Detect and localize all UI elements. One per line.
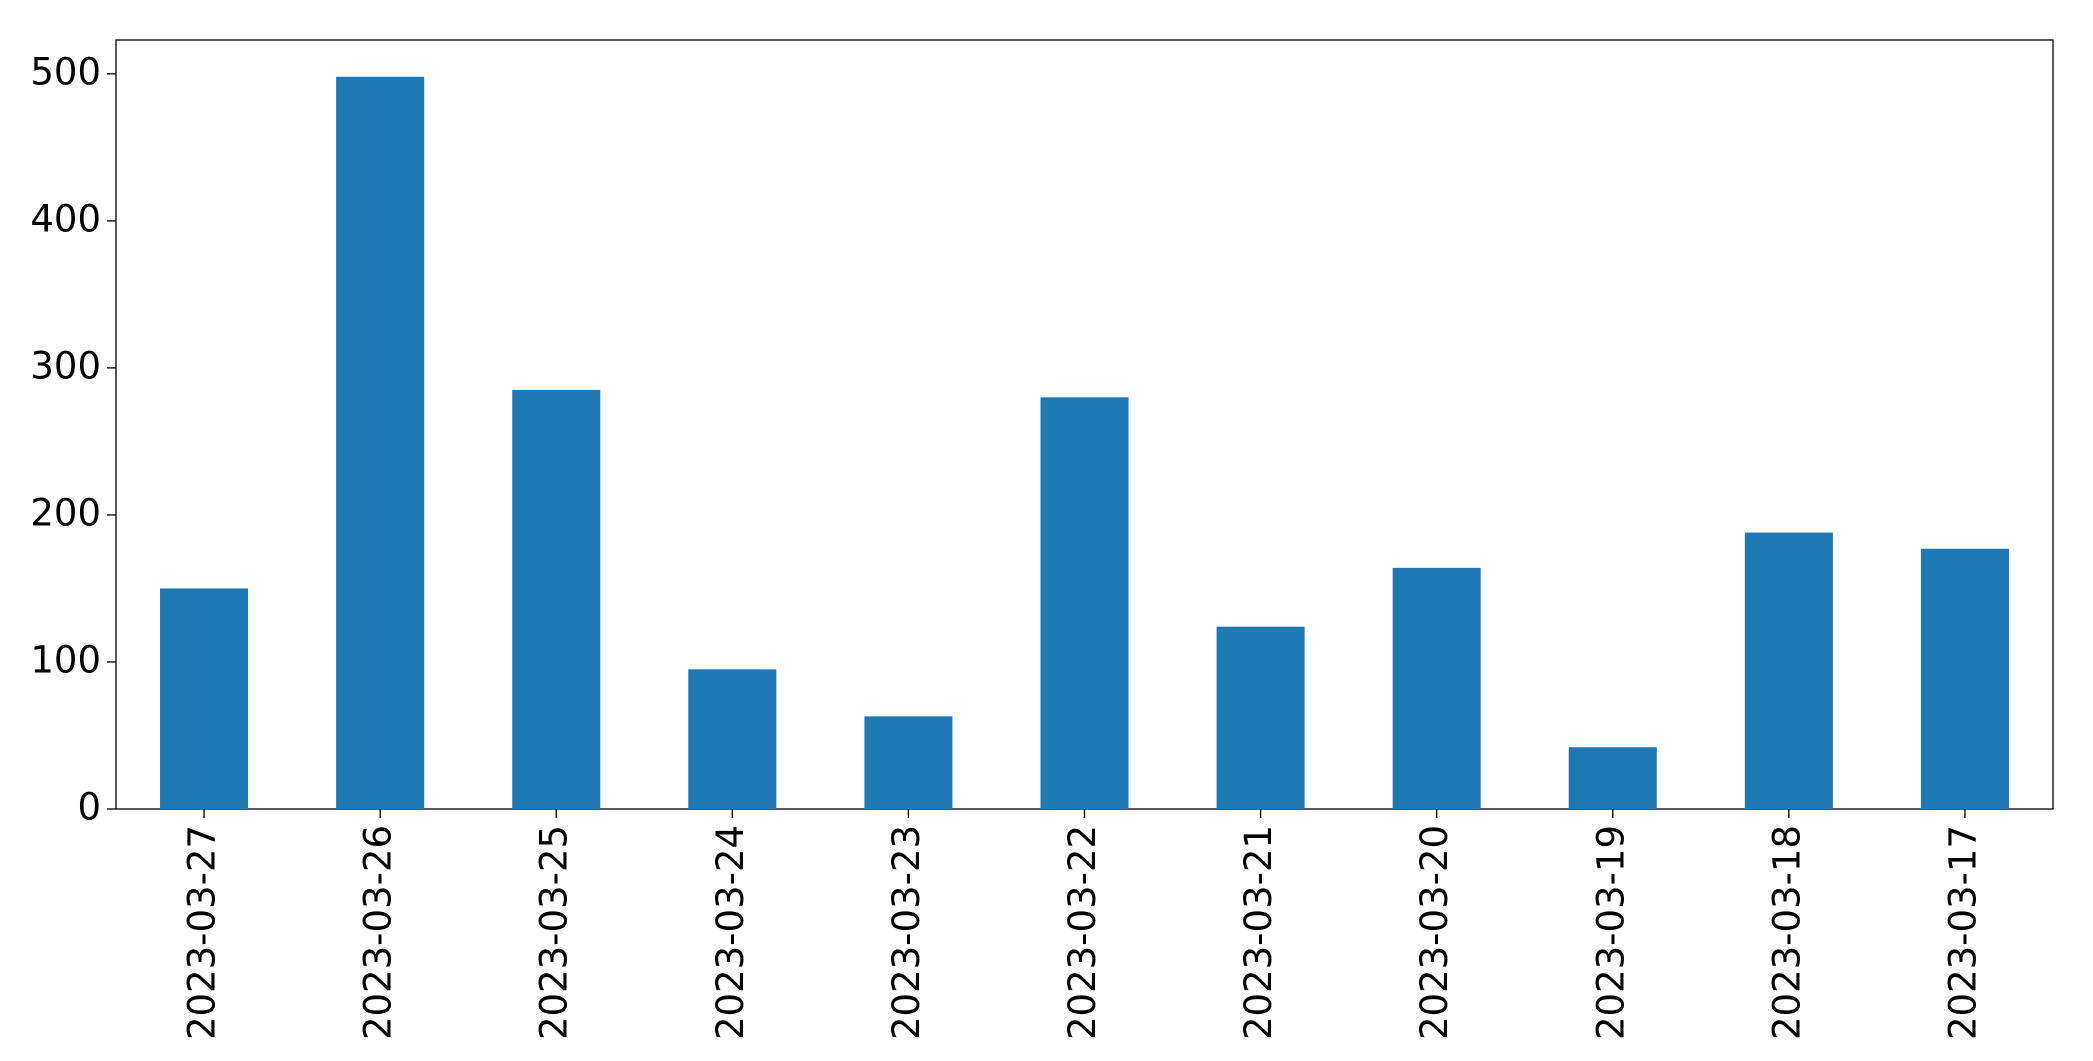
bar [336,76,425,809]
x-tick-label: 2023-03-27 [181,825,224,1040]
bar [688,669,777,809]
y-tick-label: 200 [30,491,101,534]
bar [1040,397,1129,809]
x-tick-label: 2023-03-21 [1237,825,1280,1040]
x-tick-label: 2023-03-23 [885,825,928,1040]
x-tick-label: 2023-03-22 [1061,825,1104,1040]
y-tick-label: 100 [30,638,101,681]
x-tick-label: 2023-03-26 [357,825,400,1040]
y-tick-label: 300 [30,344,101,387]
bar [1920,548,2009,809]
bar [1216,626,1305,809]
bar [1568,747,1657,809]
x-tick-label: 2023-03-24 [709,825,752,1040]
bar [1744,532,1833,809]
x-tick-label: 2023-03-17 [1941,825,1984,1040]
x-tick-label: 2023-03-18 [1765,825,1808,1040]
bar [160,588,249,809]
x-tick-label: 2023-03-20 [1413,825,1456,1040]
x-tick-label: 2023-03-25 [533,825,576,1040]
bar [512,389,601,809]
x-tick-label: 2023-03-19 [1589,825,1632,1040]
y-tick-label: 0 [77,786,101,829]
bar [1392,567,1481,809]
y-tick-label: 400 [30,197,101,240]
y-tick-label: 500 [30,50,101,93]
bar [864,716,953,809]
